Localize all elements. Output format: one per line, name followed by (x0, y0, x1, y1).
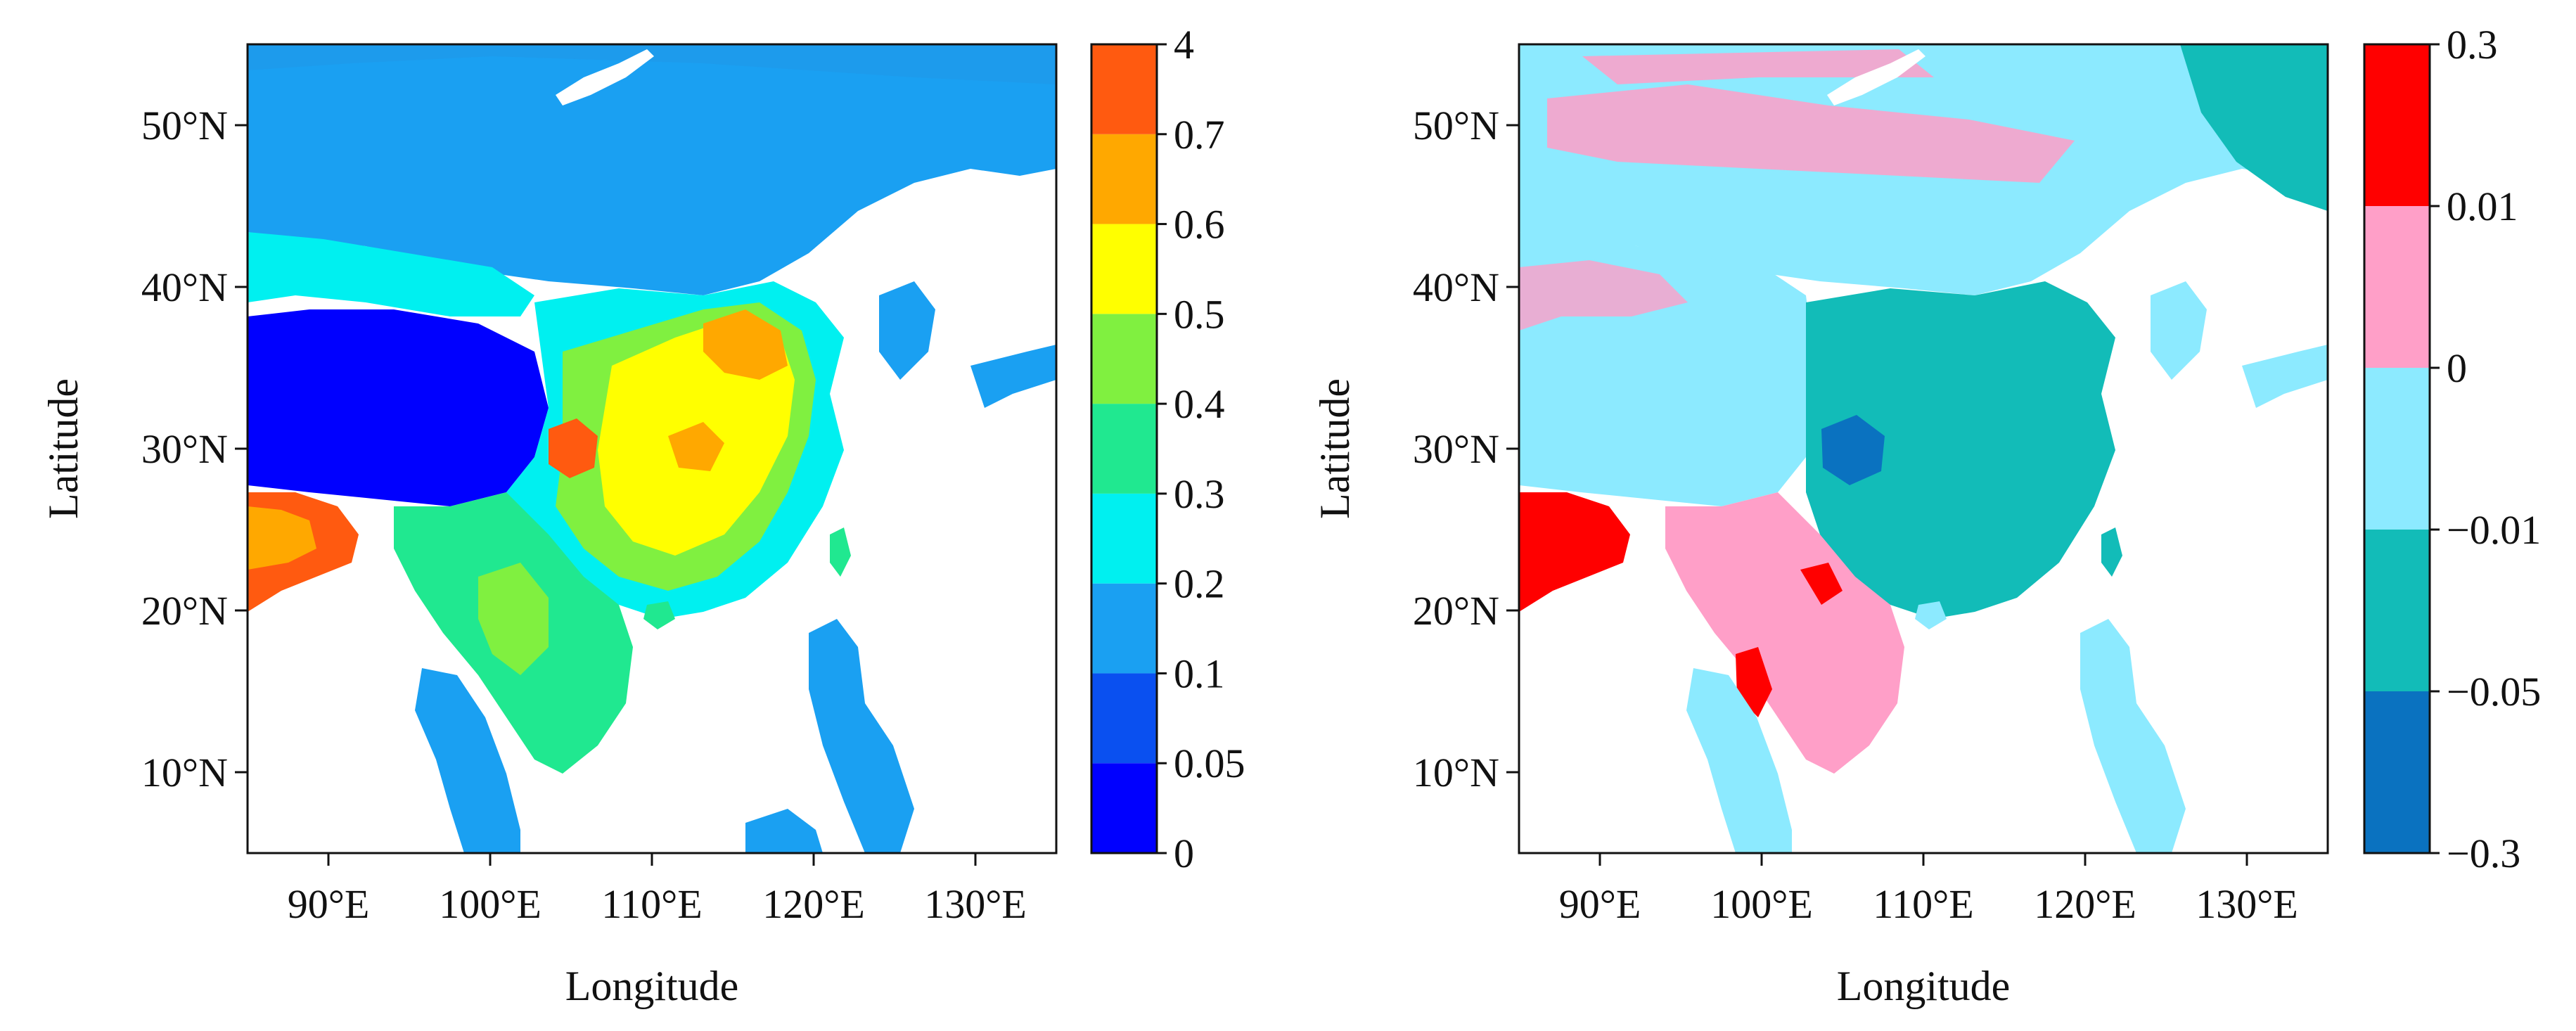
colorbar-segment (2364, 691, 2430, 853)
colorbar-segment (2364, 206, 2430, 368)
left-x-axis: 90°E 100°E 110°E 120°E 130°E (288, 853, 1027, 927)
x-tick-label: 90°E (1559, 881, 1641, 927)
colorbar-tick-label: −0.05 (2447, 669, 2541, 715)
colorbar-segment (1091, 493, 1157, 584)
left-y-axis: 10°N 20°N 30°N 40°N 50°N (141, 103, 248, 795)
colorbar-tick-label: 0 (2447, 345, 2467, 391)
x-tick-label: 100°E (439, 881, 542, 927)
left-map-panel: 90°E 100°E 110°E 120°E 130°E 10°N 20°N 30°N 40°… (40, 22, 1245, 1009)
right-colorbar: −0.3 −0.05 −0.01 0 0.01 0.3 (2363, 22, 2541, 876)
colorbar-tick-label: 0.3 (2447, 22, 2498, 68)
y-tick-label: 40°N (141, 264, 228, 310)
colorbar-frame (2363, 43, 2431, 854)
right-map-field (1519, 44, 2328, 853)
x-tick-label: 100°E (1710, 881, 1813, 927)
left-y-axis-label: Latitude (40, 378, 86, 519)
y-tick-label: 30°N (1413, 426, 1499, 472)
y-tick-label: 10°N (1413, 750, 1499, 795)
colorbar-segment (1091, 404, 1157, 494)
colorbar-tick-label: 0.1 (1174, 651, 1225, 696)
right-map-panel: 90°E 100°E 110°E 120°E 130°E 10°N 20°N 30°N 40°… (1312, 22, 2541, 1009)
colorbar-tick-label: 0.3 (1174, 471, 1225, 517)
y-tick-label: 30°N (141, 426, 228, 472)
x-tick-label: 120°E (762, 881, 865, 927)
x-tick-label: 130°E (2196, 881, 2298, 927)
x-tick-label: 110°E (1873, 881, 1973, 927)
colorbar-tick-label: 0.4 (1174, 381, 1225, 427)
colorbar-segment (1091, 763, 1157, 853)
right-x-axis: 90°E 100°E 110°E 120°E 130°E (1559, 853, 2298, 927)
colorbar-tick-label: −0.3 (2447, 831, 2520, 876)
colorbar-segment (1091, 583, 1157, 674)
y-tick-label: 50°N (1413, 103, 1499, 148)
y-tick-label: 10°N (141, 750, 228, 795)
colorbar-segment (1091, 314, 1157, 404)
x-tick-label: 110°E (601, 881, 702, 927)
colorbar-tick-label: 0 (1174, 831, 1194, 876)
colorbar-tick-label: 0.2 (1174, 561, 1225, 607)
colorbar-tick-label: 4 (1174, 22, 1194, 68)
right-y-axis-label: Latitude (1312, 378, 1358, 519)
colorbar-tick-label: 0.7 (1174, 112, 1225, 158)
y-tick-label: 40°N (1413, 264, 1499, 310)
colorbar-tick-label: 0.6 (1174, 202, 1225, 248)
left-colorbar: 0 0.05 0.1 0.2 0.3 0.4 0.5 0.6 0.7 4 (1090, 22, 1245, 876)
left-x-axis-label: Longitude (565, 963, 739, 1009)
colorbar-tick-label: 0.05 (1174, 741, 1245, 786)
x-tick-label: 130°E (924, 881, 1027, 927)
colorbar-tick-label: 0.5 (1174, 291, 1225, 337)
colorbar-segment (1091, 134, 1157, 224)
colorbar-segment (1091, 44, 1157, 134)
y-tick-label: 50°N (141, 103, 228, 148)
colorbar-frame (1090, 43, 1158, 854)
colorbar-segment (1091, 673, 1157, 764)
right-y-axis: 10°N 20°N 30°N 40°N 50°N (1413, 103, 1519, 795)
right-x-axis-label: Longitude (1837, 963, 2011, 1009)
x-tick-label: 90°E (288, 881, 370, 927)
y-tick-label: 20°N (141, 588, 228, 634)
colorbar-segment (2364, 44, 2430, 206)
colorbar-segment (1091, 224, 1157, 314)
x-tick-label: 120°E (2034, 881, 2136, 927)
colorbar-segment (2364, 530, 2430, 691)
colorbar-segment (2364, 368, 2430, 530)
y-tick-label: 20°N (1413, 588, 1499, 634)
colorbar-tick-label: 0.01 (2447, 184, 2518, 229)
colorbar-tick-label: −0.01 (2447, 507, 2541, 553)
left-map-field (248, 44, 1056, 853)
